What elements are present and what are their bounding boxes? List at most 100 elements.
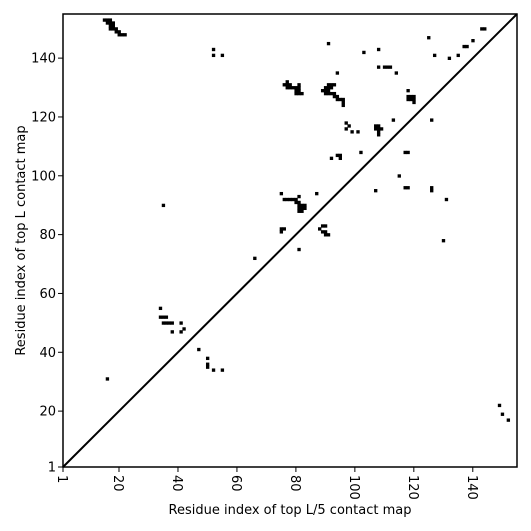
x-tick-label: 80 xyxy=(287,475,302,492)
contact-point xyxy=(297,83,301,87)
contact-point xyxy=(341,100,345,105)
contact-point xyxy=(285,86,289,90)
contact-point xyxy=(279,191,284,196)
contact-point xyxy=(282,197,286,202)
contact-point xyxy=(170,330,174,334)
y-tick-label: 1 xyxy=(48,461,56,476)
contact-point xyxy=(108,21,113,25)
contact-point xyxy=(388,65,393,69)
contact-point xyxy=(285,80,289,84)
contact-point xyxy=(430,189,434,193)
x-tick-label: 120 xyxy=(405,475,420,500)
contact-point xyxy=(376,65,381,69)
y-tick-label: 80 xyxy=(39,228,56,243)
contact-point xyxy=(300,206,304,211)
contact-point xyxy=(323,233,328,237)
contact-point xyxy=(114,27,118,31)
y-tick-label: 40 xyxy=(39,346,56,361)
contact-point xyxy=(111,27,115,31)
contact-point xyxy=(403,186,407,190)
contact-point xyxy=(158,315,163,319)
plot-frame xyxy=(62,13,518,468)
contact-point xyxy=(114,30,118,34)
contact-point xyxy=(294,91,298,96)
contact-point xyxy=(323,86,328,90)
contact-point xyxy=(465,44,469,49)
contact-point xyxy=(197,347,201,352)
contact-point xyxy=(300,203,304,208)
contact-point xyxy=(376,127,381,131)
contact-point xyxy=(329,83,334,87)
plot-area xyxy=(102,18,511,422)
contact-point xyxy=(338,153,342,158)
contact-point xyxy=(376,133,381,137)
contact-point xyxy=(102,18,107,22)
contact-point xyxy=(471,39,475,43)
contact-point xyxy=(329,91,334,96)
contact-point xyxy=(356,130,360,134)
contact-point xyxy=(335,97,340,102)
contact-point xyxy=(297,200,301,205)
contact-point xyxy=(288,197,292,202)
contact-point xyxy=(318,227,322,231)
contact-point xyxy=(282,83,286,87)
contact-point xyxy=(456,53,460,58)
contact-point xyxy=(320,224,325,228)
contact-point xyxy=(288,83,292,87)
contact-point xyxy=(326,41,331,46)
contact-point xyxy=(158,306,163,311)
contact-point xyxy=(108,27,113,31)
contact-point xyxy=(497,403,502,408)
contact-point xyxy=(344,121,348,125)
contact-point xyxy=(303,203,307,208)
diagonal-line xyxy=(62,13,518,468)
contact-point xyxy=(164,315,169,319)
x-tick-label: 100 xyxy=(346,475,361,500)
contact-point xyxy=(161,203,166,208)
contact-point xyxy=(341,97,345,102)
contact-point xyxy=(300,209,304,213)
y-tick-label: 20 xyxy=(39,405,56,420)
contact-point xyxy=(205,356,210,361)
contact-point xyxy=(406,94,410,99)
contact-point xyxy=(432,53,437,58)
contact-point xyxy=(444,197,449,202)
contact-point xyxy=(403,150,407,155)
contact-point xyxy=(326,233,331,237)
contact-point xyxy=(205,365,210,369)
contact-point xyxy=(332,94,337,99)
contact-point xyxy=(359,150,363,155)
contact-point xyxy=(409,94,413,99)
y-tick-label: 60 xyxy=(39,287,56,302)
x-tick-label: 20 xyxy=(110,475,125,492)
contact-point xyxy=(108,18,113,22)
contact-point xyxy=(117,33,121,37)
contact-point xyxy=(320,230,325,234)
contact-point xyxy=(506,418,511,422)
contact-point xyxy=(350,130,354,134)
contact-point xyxy=(391,118,396,122)
contact-point xyxy=(412,100,416,105)
contact-point xyxy=(326,91,331,96)
contact-point xyxy=(205,362,210,366)
contact-point xyxy=(300,91,304,96)
contact-point xyxy=(294,200,298,205)
contact-point xyxy=(406,150,410,155)
y-tick-label: 120 xyxy=(31,110,56,125)
contact-point xyxy=(374,189,378,193)
contact-point xyxy=(179,321,183,325)
contact-point xyxy=(326,86,331,90)
contact-point xyxy=(376,124,381,128)
contact-point xyxy=(332,83,337,87)
contact-point xyxy=(335,71,340,75)
contact-point xyxy=(323,230,328,234)
contact-point xyxy=(303,206,307,211)
contact-point xyxy=(211,53,216,58)
contact-point xyxy=(111,24,115,28)
contact-point xyxy=(323,91,328,96)
contact-point xyxy=(297,89,301,93)
contact-point xyxy=(406,97,410,102)
contact-point xyxy=(123,33,127,37)
contact-point xyxy=(211,368,216,372)
